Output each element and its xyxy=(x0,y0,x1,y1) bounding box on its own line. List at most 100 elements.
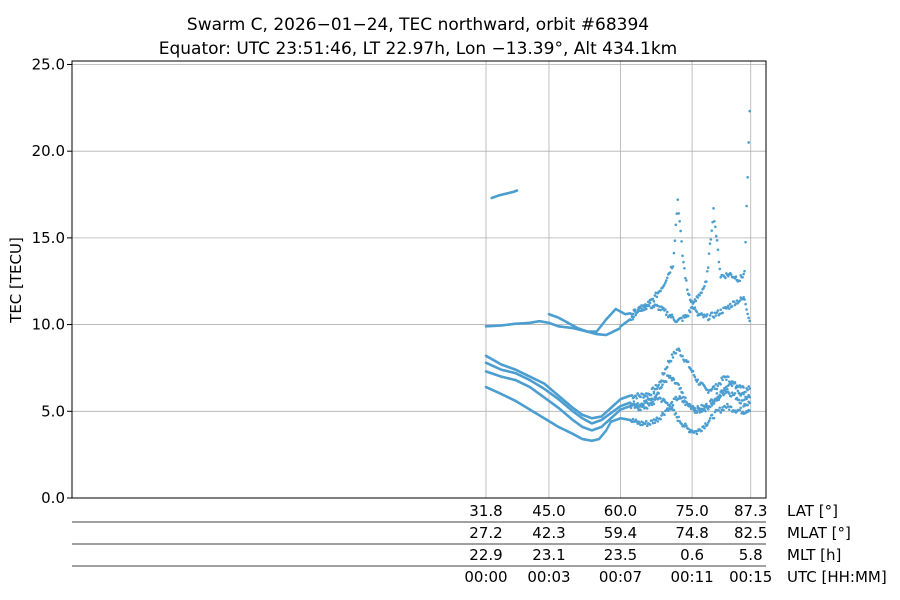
tec-point xyxy=(635,396,639,400)
tec-point xyxy=(636,422,639,425)
tec-point xyxy=(653,387,657,391)
tec-point xyxy=(706,391,710,394)
tec-point xyxy=(681,391,684,395)
tec-point xyxy=(747,316,750,320)
tec-point xyxy=(668,271,672,274)
tec-point xyxy=(701,407,704,411)
tec-point xyxy=(735,396,739,400)
tec-point xyxy=(719,308,722,312)
tec-point xyxy=(743,298,746,301)
tec-point xyxy=(655,387,659,391)
tec-point xyxy=(705,315,708,318)
tec-point xyxy=(729,394,733,398)
x-tick-label: 00:11 xyxy=(670,568,713,586)
tec-point xyxy=(746,388,749,392)
plot-frame xyxy=(71,60,767,499)
tec-point xyxy=(680,316,683,320)
tec-point xyxy=(678,395,681,398)
tec-point xyxy=(684,403,687,407)
tec-point xyxy=(648,423,652,426)
tec-point xyxy=(718,267,722,271)
y-tick-label: 0.0 xyxy=(41,489,65,507)
tec-point xyxy=(659,397,662,400)
tec-point xyxy=(715,239,719,242)
x-tick-label: 23.1 xyxy=(532,546,565,564)
tec-point xyxy=(665,279,668,282)
tec-point xyxy=(636,406,639,410)
x-tick-label: 27.2 xyxy=(469,524,502,542)
tec-point xyxy=(744,390,747,394)
tec-point xyxy=(631,417,635,421)
tec-point xyxy=(719,276,722,279)
tec-point xyxy=(639,408,642,412)
tec-point xyxy=(720,408,723,412)
tec-point xyxy=(669,359,673,363)
tec-point xyxy=(707,405,711,408)
tec-point xyxy=(745,308,748,311)
tec-point xyxy=(727,408,731,411)
tec-point xyxy=(704,409,707,413)
tec-point xyxy=(672,378,676,381)
tec-point xyxy=(644,401,647,404)
tec-point xyxy=(654,383,658,387)
tec-point xyxy=(748,401,751,405)
tec-point xyxy=(618,327,621,330)
tec-point xyxy=(745,397,748,401)
tec-point xyxy=(683,399,686,402)
tec-point xyxy=(663,413,666,417)
tec-point xyxy=(727,307,731,310)
tec-point xyxy=(660,414,663,417)
tec-point xyxy=(686,314,690,318)
x-tick-label: 82.5 xyxy=(734,524,767,542)
tec-point xyxy=(714,314,718,317)
grid-lines xyxy=(72,61,766,498)
tec-point xyxy=(648,301,652,305)
tec-point xyxy=(665,380,668,383)
tec-point xyxy=(715,387,719,391)
tec-point xyxy=(727,392,731,395)
tec-point xyxy=(693,375,697,379)
tec-point xyxy=(715,392,719,395)
tec-point xyxy=(644,419,648,423)
tec-point xyxy=(633,420,637,423)
tec-point xyxy=(714,225,717,229)
tec-point xyxy=(727,375,730,379)
tec-point xyxy=(639,306,642,310)
tec-point xyxy=(712,384,716,388)
tec-point xyxy=(696,378,700,381)
tec-point xyxy=(653,421,657,425)
tec-point xyxy=(636,401,639,405)
tec-point xyxy=(730,384,734,388)
tec-point xyxy=(665,401,669,405)
tec-point xyxy=(720,376,723,380)
x-tick-label: 60.0 xyxy=(604,502,637,520)
tec-point xyxy=(641,405,644,409)
tec-point xyxy=(707,419,711,423)
tec-point xyxy=(679,386,682,390)
tec-point xyxy=(734,302,738,305)
tec-point xyxy=(713,410,717,414)
tec-point xyxy=(703,284,706,288)
tec-point xyxy=(695,411,699,414)
tec-point xyxy=(727,274,730,278)
tec-point xyxy=(708,314,712,317)
tec-point xyxy=(631,317,635,321)
x-row-label: MLT [h] xyxy=(787,546,841,564)
tec-point xyxy=(686,360,690,364)
tec-point xyxy=(725,378,728,382)
tec-point xyxy=(678,220,681,223)
tec-point xyxy=(744,302,747,306)
tec-point xyxy=(713,219,716,223)
tec-point xyxy=(721,406,724,409)
tec-point xyxy=(654,418,658,422)
y-tick-label: 10.0 xyxy=(32,316,65,334)
tec-point xyxy=(742,272,745,276)
tec-point xyxy=(657,392,660,395)
tec-point xyxy=(630,420,634,424)
tec-point xyxy=(677,383,681,386)
x-tick-label: 42.3 xyxy=(532,524,565,542)
tec-point xyxy=(716,384,720,388)
tec-point xyxy=(725,385,728,389)
tec-point xyxy=(677,415,681,419)
x-tick-label: 5.8 xyxy=(739,546,763,564)
